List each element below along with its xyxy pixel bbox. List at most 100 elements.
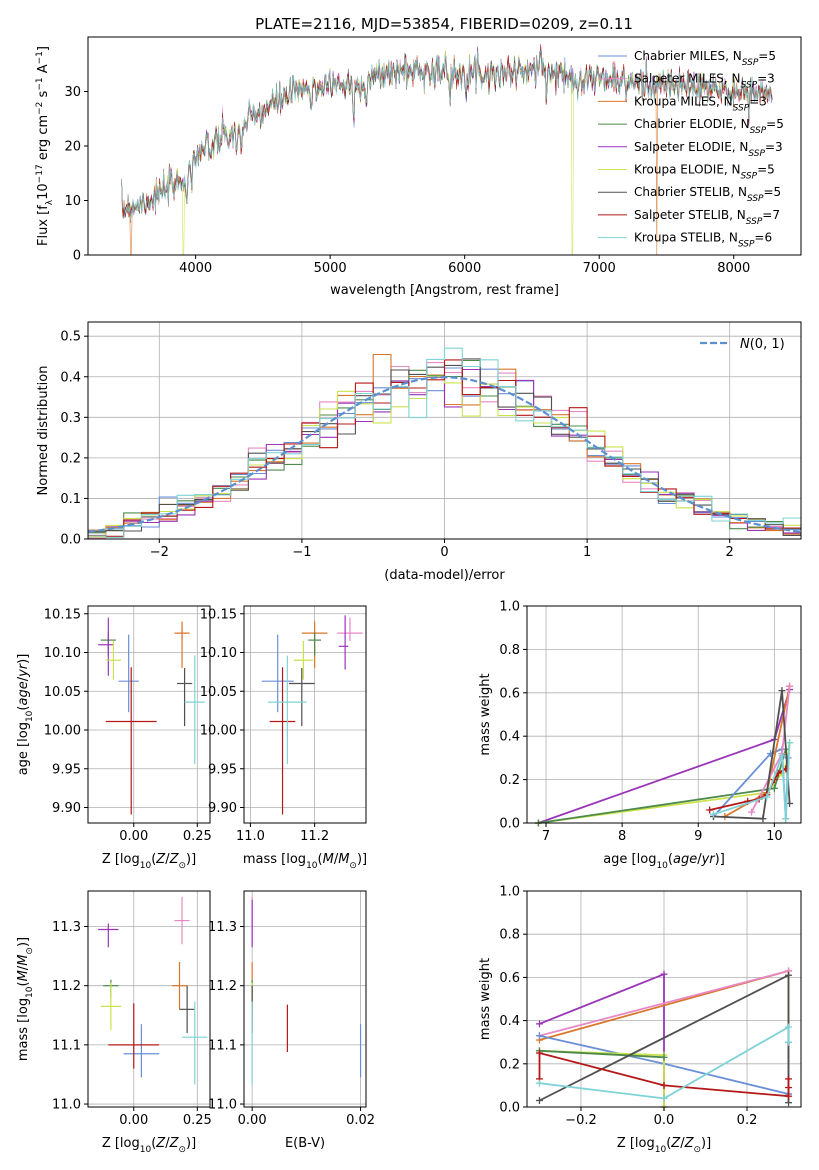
label-part: −1 <box>35 77 45 90</box>
label-part: )] <box>357 852 367 867</box>
label-part: Salpeter STELIB, N <box>634 208 746 222</box>
label-part: )] <box>701 1136 711 1151</box>
label-part: −2 <box>35 102 45 115</box>
label-part: Z [log <box>102 852 140 867</box>
y-tick-label: 10.15 <box>200 607 237 622</box>
x-tick-label: −1 <box>292 545 311 560</box>
label-part: )] <box>16 654 31 664</box>
x-tick-label: 10 <box>766 829 783 844</box>
y-tick-label: 30 <box>64 85 81 100</box>
y-tick-label: 0.5 <box>60 330 81 345</box>
y-tick-label: 20 <box>64 140 81 155</box>
Z-massweight-panel: −0.2 0.0 0.20.00.20.40.60.81.0Z [log10(Z/Z… <box>478 885 802 1155</box>
label-part: =3 <box>757 72 775 86</box>
label-part: yr <box>16 662 31 678</box>
x-tick-label: 9 <box>694 829 702 844</box>
y-tick-label: 0.4 <box>499 1014 520 1029</box>
x-axis-label: mass [log10(M/M⊙)] <box>243 852 367 871</box>
label-part: SSP <box>748 149 765 159</box>
label-part: Z <box>155 852 166 867</box>
label-part: N <box>740 337 750 352</box>
y-tick-label: 0.0 <box>499 1101 520 1116</box>
label-part: age [log <box>603 852 656 867</box>
label-part: =5 <box>757 163 775 177</box>
label-part: Z <box>169 852 180 867</box>
label-part: M <box>323 852 334 867</box>
y-axis-label: Flux [fλ10−17 erg cm−2 s−1 A−1] <box>35 46 55 246</box>
y-tick-label: 0.2 <box>60 451 81 466</box>
label-part: ⊙ <box>349 861 357 871</box>
x-tick-label: 5000 <box>314 261 347 276</box>
y-tick-label: 0 <box>73 249 81 264</box>
label-part: / <box>16 965 31 970</box>
y-tick-label: 0.2 <box>499 773 520 788</box>
x-tick-label: 8000 <box>717 261 750 276</box>
label-part: )] <box>186 1136 196 1151</box>
y-tick-label: 9.95 <box>52 762 81 777</box>
label-part: ⊙ <box>178 1145 186 1155</box>
y-tick-label: 0.6 <box>499 686 520 701</box>
weight-line <box>712 747 789 819</box>
legend-label: Kroupa ELODIE, NSSP=5 <box>634 163 775 182</box>
y-tick-label: 9.90 <box>208 801 237 816</box>
label-part: =7 <box>762 208 780 222</box>
label-part: =5 <box>764 185 782 199</box>
x-axis-label: E(B-V) <box>285 1136 325 1151</box>
y-axis-label: mass [log10(M/M⊙)] <box>16 937 35 1061</box>
axes-frame <box>87 890 211 1108</box>
x-axis-label: age [log10(age/yr)] <box>603 852 725 871</box>
y-tick-label: 10.15 <box>44 607 81 622</box>
y-tick-label: 0.4 <box>499 730 520 745</box>
ebv-mass-panel: 0.00 0.02 11.0 11.1 11.2 11.3 E(B-V) <box>208 890 375 1151</box>
y-tick-label: 1.0 <box>499 885 520 900</box>
x-tick-label: 11.2 <box>300 829 329 844</box>
label-part: Z [log <box>617 1136 655 1151</box>
label-part: ( <box>151 852 156 867</box>
y-tick-label: 10.05 <box>44 685 81 700</box>
label-part: / <box>165 852 170 867</box>
label-part: age <box>16 681 31 705</box>
y-tick-label: 0.3 <box>60 411 81 426</box>
label-part: −1 <box>35 51 45 64</box>
y-tick-label: 0.4 <box>60 370 81 385</box>
label-part: ( <box>16 981 31 986</box>
y-tick-label: 0.8 <box>499 643 520 658</box>
x-axis-label: (data-model)/error <box>384 568 505 583</box>
label-part: 10 <box>25 986 35 998</box>
label-part: / <box>334 852 339 867</box>
y-tick-label: 10.00 <box>44 724 81 739</box>
x-axis-label: Z [log10(Z/Z⊙)] <box>617 1136 711 1155</box>
legend-label: Chabrier ELODIE, NSSP=5 <box>634 117 784 136</box>
label-part: M <box>16 955 31 966</box>
y-tick-label: 9.90 <box>52 801 81 816</box>
label-part: )] <box>16 937 31 947</box>
label-part: yr <box>701 852 717 867</box>
label-part: 10 <box>140 1145 152 1155</box>
legend-label: Salpeter MILES, NSSP=3 <box>634 72 775 91</box>
label-part: =5 <box>766 117 784 131</box>
residuals-panel: −2 −1 0 1 2 0.0 0.1 0.2 0.3 0.4 0.5 (data-model)/er… <box>36 321 802 583</box>
mass-age-panel: 11.0 11.2 9.90 9.95 10.00 10.05 10.10 10.15 mass… <box>200 605 367 871</box>
label-part: =6 <box>754 231 772 245</box>
axes-frame <box>243 605 367 824</box>
x-axis-label: Z [log10(Z/Z⊙)] <box>102 852 196 871</box>
label-part: ( <box>668 852 673 867</box>
y-tick-label: 0.2 <box>499 1057 520 1072</box>
legend-label: N(0, 1) <box>740 337 785 352</box>
spectrum-line <box>121 48 773 222</box>
x-tick-label: 4000 <box>179 261 212 276</box>
label-part: Kroupa STELIB, N <box>634 231 738 245</box>
x-tick-label: 0 <box>440 545 448 560</box>
label-part: =5 <box>758 49 776 63</box>
label-part: ⊙ <box>25 947 35 955</box>
y-tick-label: 10.10 <box>44 646 81 661</box>
label-part: Chabrier STELIB, N <box>634 185 747 199</box>
y-axis-label: age [log10(age/yr)] <box>16 654 35 776</box>
axes-frame <box>243 890 367 1108</box>
x-tick-label: 7000 <box>583 261 616 276</box>
legend-label: Kroupa STELIB, NSSP=6 <box>634 231 772 250</box>
label-part: Kroupa ELODIE, N <box>634 163 741 177</box>
label-part: Z <box>684 1136 695 1151</box>
label-part: Kroupa MILES, N <box>634 94 733 108</box>
